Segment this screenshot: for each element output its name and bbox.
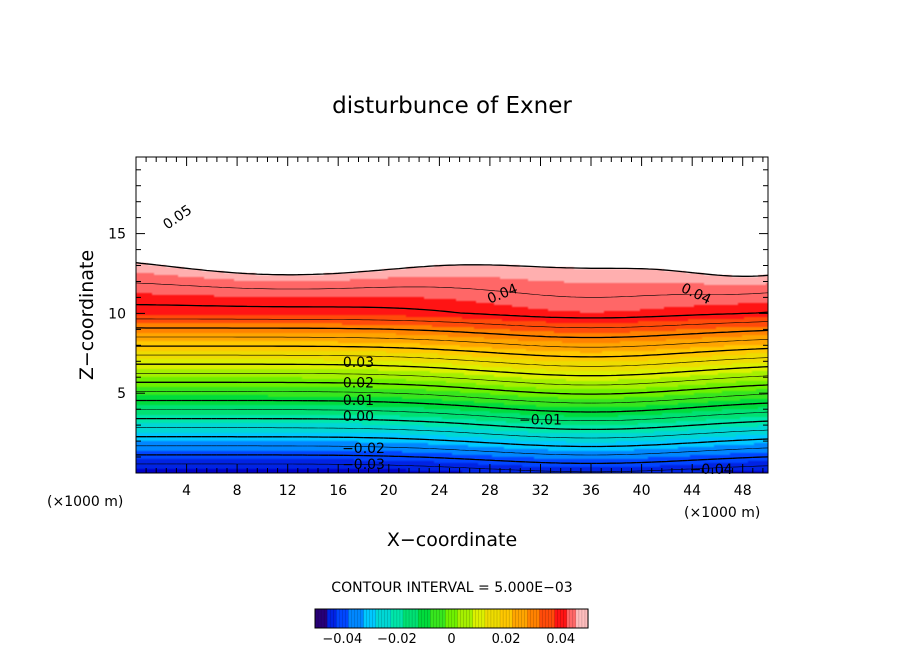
x-axis-title: X−coordinate (387, 529, 517, 551)
contour-line (136, 391, 768, 404)
contour-line (136, 399, 768, 413)
x-tick-label: 20 (380, 483, 398, 499)
x-unit-label-left: (×1000 m) (47, 494, 123, 510)
x-tick-label: 4 (182, 483, 191, 499)
contour-label: 0.00 (343, 409, 374, 425)
contour-lines (136, 262, 768, 473)
x-tick-label: 44 (683, 483, 701, 499)
contour-line (136, 409, 768, 421)
x-tick-label: 40 (633, 483, 651, 499)
x-tick-label: 16 (329, 483, 347, 499)
colorbar (314, 608, 589, 629)
y-tick-labels: 5 10 15 (108, 227, 126, 403)
contour-label: −0.04 (690, 462, 733, 478)
y-tick-label: 15 (108, 227, 126, 243)
x-tick-label: 28 (481, 483, 499, 499)
contour-label: 0.03 (343, 355, 374, 371)
chart-title: disturbunce of Exner (332, 93, 572, 119)
contour-line (136, 463, 768, 473)
contour-line (136, 427, 768, 439)
contour-line (136, 262, 768, 277)
x-tick-label: 48 (734, 483, 752, 499)
exner-field-image (136, 157, 768, 473)
x-tick-label: 32 (532, 483, 550, 499)
contour-line (136, 363, 768, 377)
colorbar-tick-label: 0.02 (492, 632, 521, 647)
x-unit-label-right: (×1000 m) (684, 505, 760, 521)
colorbar-frame (314, 608, 589, 629)
contour-line (136, 354, 768, 367)
contour-label: −0.01 (519, 412, 562, 428)
x-tick-label: 36 (582, 483, 600, 499)
contour-line (136, 373, 768, 386)
axis-ticks (136, 157, 768, 473)
x-tick-label: 12 (279, 483, 297, 499)
y-tick-label: 10 (108, 306, 126, 322)
contour-line (136, 327, 768, 339)
x-tick-label: 8 (233, 483, 242, 499)
contour-label: −0.03 (342, 457, 385, 473)
contour-line (136, 345, 768, 358)
contour-line (136, 282, 768, 298)
plot-frame (135, 156, 769, 474)
contour-interval-text: CONTOUR INTERVAL = 5.000E−03 (331, 580, 572, 596)
contour-line (136, 417, 768, 431)
contour-line (136, 336, 768, 348)
colorbar-tick-label: 0.04 (546, 632, 575, 647)
y-tick-label: 5 (117, 386, 126, 402)
x-tick-label: 24 (430, 483, 448, 499)
y-axis-title: Z−coordinate (76, 250, 98, 380)
colorbar-tick-label: −0.02 (377, 632, 417, 647)
colorbar-tick-labels: −0.04 −0.02 0 0.02 0.04 (322, 632, 575, 647)
contour-line (136, 445, 768, 456)
contour-line (136, 381, 768, 395)
colorbar-tick-label: 0 (447, 632, 455, 647)
contour-line (136, 436, 768, 448)
colorbar-tick-label: −0.04 (322, 632, 362, 647)
x-tick-labels: 4 8 12 16 20 24 28 32 36 40 44 48 (182, 483, 752, 499)
contour-line (136, 318, 768, 329)
contour-label: 0.01 (343, 393, 374, 409)
contour-label: 0.02 (343, 376, 374, 392)
contour-label: −0.02 (342, 441, 385, 457)
contour-line (136, 303, 768, 319)
